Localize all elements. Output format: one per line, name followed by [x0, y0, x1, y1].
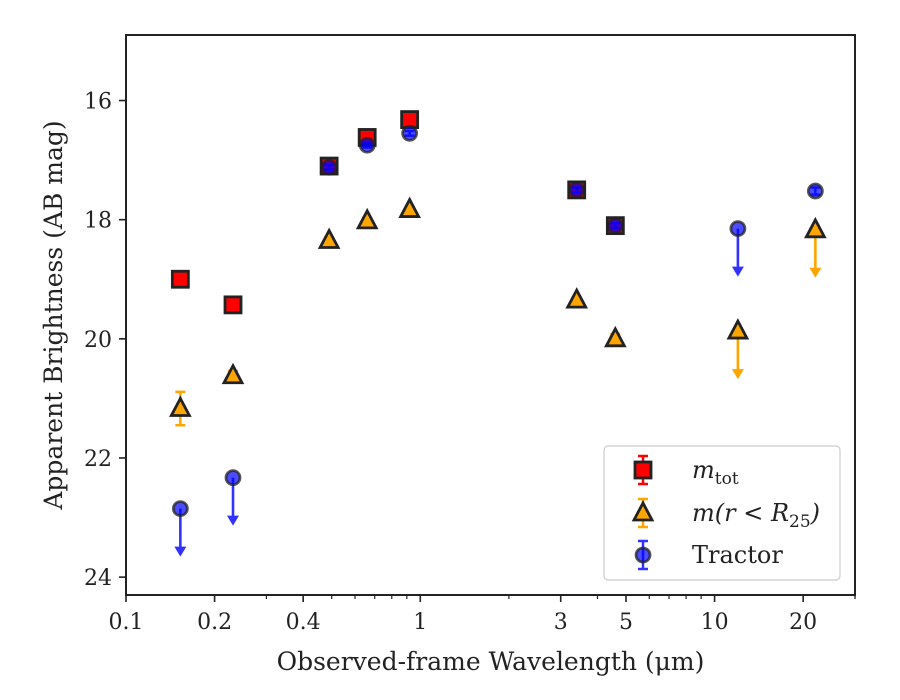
marker-m-r25 — [726, 318, 750, 340]
marker-tractor — [401, 124, 419, 142]
x-tick-label: 0.1 — [109, 610, 144, 635]
x-tick-label: 20 — [789, 610, 817, 635]
marker-m-tot — [170, 269, 190, 289]
y-tick-label: 22 — [84, 447, 112, 472]
marker-m-r25 — [221, 362, 245, 385]
x-axis-label: Observed-frame Wavelength (μm) — [277, 647, 705, 676]
marker-tractor — [358, 136, 376, 154]
y-tick-label: 18 — [84, 209, 112, 234]
upper-limit-head — [731, 369, 744, 380]
y-tick-label: 20 — [84, 328, 112, 353]
marker-tractor — [171, 500, 189, 518]
legend: mtot m(r < R25) Tractor — [603, 445, 841, 581]
x-tick-label: 0.4 — [286, 610, 321, 635]
legend-marker — [631, 500, 655, 522]
x-axis: 0.1 0.2 0.4 1 3 5 10 20 — [109, 595, 856, 635]
x-tick-label: 0.2 — [197, 610, 232, 635]
plot-frame — [125, 34, 856, 596]
marker-m-tot — [223, 295, 243, 315]
x-tick-label: 5 — [619, 610, 633, 635]
legend-label-m-r25: m(r < R25) — [692, 499, 820, 532]
y-tick-label: 16 — [84, 90, 112, 115]
marker-m-r25 — [398, 196, 421, 218]
upper-limit-head — [731, 266, 744, 277]
upper-limit-head — [227, 515, 240, 526]
x-tick-label: 3 — [554, 610, 568, 635]
marker-m-r25 — [355, 207, 379, 230]
y-tick-label: 24 — [84, 566, 112, 591]
upper-limit-head — [809, 267, 822, 278]
legend-box — [603, 445, 841, 581]
marker-tractor — [729, 220, 747, 238]
marker-m-r25 — [804, 216, 827, 239]
marker-tractor — [806, 182, 824, 200]
upper-limit-head — [174, 546, 187, 557]
marker-tractor — [224, 469, 242, 487]
x-tick-label: 10 — [701, 610, 729, 635]
legend-handle-m-tot — [633, 454, 653, 486]
marker-tractor — [606, 217, 624, 235]
series-m-r25 — [169, 196, 827, 427]
series-tractor — [171, 124, 824, 557]
legend-marker — [634, 546, 652, 564]
legend-handle-tractor — [634, 539, 652, 571]
legend-label-m-tot: mtot — [692, 456, 739, 489]
data-marks — [169, 110, 827, 557]
y-axis-label: Apparent Brightness (AB mag) — [39, 120, 68, 510]
legend-label-tractor: Tractor — [692, 541, 783, 569]
x-tick-label: 1 — [413, 610, 427, 635]
y-axis: 16 18 20 22 24 — [84, 90, 126, 591]
marker-m-r25 — [317, 227, 341, 249]
marker-tractor — [320, 158, 338, 176]
legend-handle-m-r25 — [631, 497, 655, 529]
marker-m-r25 — [604, 325, 627, 348]
marker-tractor — [568, 181, 586, 199]
legend-marker — [633, 460, 653, 480]
marker-m-r25 — [565, 287, 589, 309]
marker-m-r25 — [169, 395, 192, 417]
